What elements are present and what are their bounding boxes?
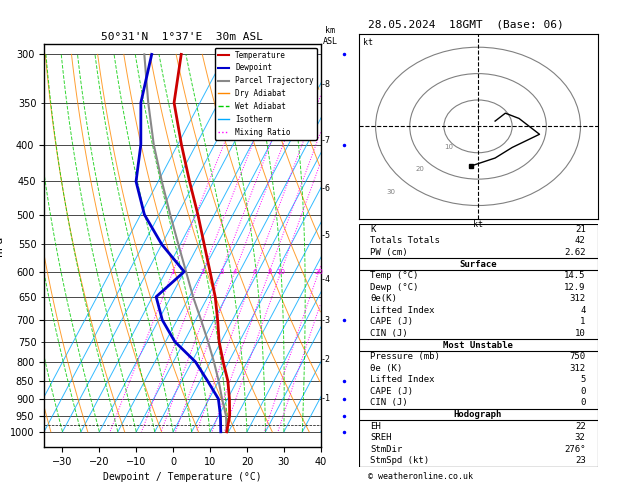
Text: CIN (J): CIN (J): [370, 329, 408, 338]
Text: 276°: 276°: [564, 445, 586, 454]
Text: 14.5: 14.5: [564, 271, 586, 280]
Text: 12.9: 12.9: [564, 283, 586, 292]
Text: CIN (J): CIN (J): [370, 399, 408, 407]
Text: 6: 6: [252, 269, 257, 275]
Text: 1: 1: [170, 269, 175, 275]
Text: 28.05.2024  18GMT  (Base: 06): 28.05.2024 18GMT (Base: 06): [368, 19, 564, 30]
Y-axis label: hPa: hPa: [0, 235, 4, 256]
Text: 22: 22: [575, 421, 586, 431]
Text: 750: 750: [569, 352, 586, 361]
Text: EH: EH: [370, 421, 381, 431]
Text: -3: -3: [321, 315, 331, 325]
Text: 2.62: 2.62: [564, 248, 586, 257]
Text: 3: 3: [219, 269, 223, 275]
Text: 10: 10: [575, 329, 586, 338]
Text: Temp (°C): Temp (°C): [370, 271, 419, 280]
Legend: Temperature, Dewpoint, Parcel Trajectory, Dry Adiabat, Wet Adiabat, Isotherm, Mi: Temperature, Dewpoint, Parcel Trajectory…: [214, 48, 317, 139]
Text: 42: 42: [575, 236, 586, 245]
Text: StmSpd (kt): StmSpd (kt): [370, 456, 430, 465]
Text: 0: 0: [580, 387, 586, 396]
Text: 8: 8: [267, 269, 272, 275]
Text: PW (cm): PW (cm): [370, 248, 408, 257]
Text: Most Unstable: Most Unstable: [443, 341, 513, 349]
Text: Surface: Surface: [459, 260, 497, 269]
Text: Lifted Index: Lifted Index: [370, 375, 435, 384]
Text: kt: kt: [364, 38, 373, 47]
Text: θe(K): θe(K): [370, 295, 398, 303]
Text: 4: 4: [580, 306, 586, 315]
Text: CAPE (J): CAPE (J): [370, 387, 413, 396]
Text: 21: 21: [575, 225, 586, 234]
Text: 2: 2: [201, 269, 205, 275]
Text: © weatheronline.co.uk: © weatheronline.co.uk: [368, 472, 473, 481]
Text: 5: 5: [580, 375, 586, 384]
Text: -4: -4: [321, 275, 331, 284]
Text: -7: -7: [321, 136, 331, 145]
Text: 312: 312: [569, 295, 586, 303]
Text: Dewp (°C): Dewp (°C): [370, 283, 419, 292]
Text: 4: 4: [233, 269, 237, 275]
X-axis label: kt: kt: [473, 220, 483, 229]
Text: CAPE (J): CAPE (J): [370, 317, 413, 327]
Text: Totals Totals: Totals Totals: [370, 236, 440, 245]
Text: 30: 30: [386, 189, 396, 194]
Text: 32: 32: [575, 433, 586, 442]
Text: 312: 312: [569, 364, 586, 373]
Text: -6: -6: [321, 184, 331, 193]
Text: Hodograph: Hodograph: [454, 410, 502, 419]
Text: 10: 10: [445, 144, 454, 150]
Text: K: K: [370, 225, 376, 234]
Text: 23: 23: [575, 456, 586, 465]
Text: SREH: SREH: [370, 433, 392, 442]
Text: 20: 20: [416, 166, 425, 172]
Text: 20: 20: [314, 269, 323, 275]
Title: 50°31'N  1°37'E  30m ASL: 50°31'N 1°37'E 30m ASL: [101, 32, 264, 42]
Text: 0: 0: [580, 399, 586, 407]
Text: -5: -5: [321, 231, 331, 240]
Text: Lifted Index: Lifted Index: [370, 306, 435, 315]
Text: -1: -1: [321, 394, 331, 403]
Text: -8: -8: [321, 80, 331, 89]
Text: StmDir: StmDir: [370, 445, 403, 454]
X-axis label: Dewpoint / Temperature (°C): Dewpoint / Temperature (°C): [103, 472, 262, 483]
Text: θe (K): θe (K): [370, 364, 403, 373]
Text: 1: 1: [580, 317, 586, 327]
Text: 10: 10: [277, 269, 286, 275]
Text: km
ASL: km ASL: [323, 27, 338, 46]
Text: Pressure (mb): Pressure (mb): [370, 352, 440, 361]
Text: -2: -2: [321, 355, 331, 364]
